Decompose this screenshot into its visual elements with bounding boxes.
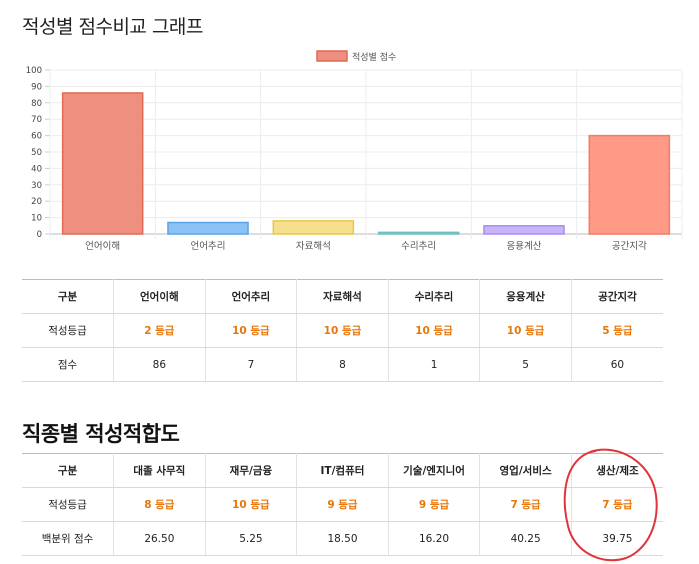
header-cell: 공간지각 [571,279,663,314]
score-cell: 18.50 [296,521,389,556]
x-tick-label: 언어추리 [191,240,226,252]
y-tick-label: 20 [31,197,42,207]
row-label: 적성등급 [22,487,115,522]
aptitude-score-table: 구분 언어이해 언어추리 자료해석 수리추리 응용계산 공간지각 적성등급 2 … [22,279,663,382]
score-cell: 60 [571,347,663,382]
y-tick-label: 40 [31,164,42,174]
y-tick-label: 10 [31,214,42,224]
legend-label: 적성별 점수 [352,51,396,63]
header-cell: 언어이해 [113,279,206,314]
grade-cell: 2 등급 [113,313,206,348]
x-tick-label: 언어이해 [85,240,120,252]
grade-cell: 10 등급 [479,313,572,348]
legend-swatch [316,50,348,62]
bar [483,225,565,235]
table-row: 적성등급 8 등급 10 등급 9 등급 9 등급 7 등급 7 등급 [22,487,663,522]
job-fit-section-title: 직종별 적성적합도 [22,422,180,446]
y-tick-label: 90 [31,82,42,92]
score-cell: 40.25 [479,521,572,556]
bar [272,220,355,235]
header-cell: IT/컴퓨터 [296,453,389,488]
table-row: 점수 86 7 8 1 5 60 [22,347,663,382]
bar [377,231,460,235]
grade-cell: 9 등급 [388,487,481,522]
bar [167,221,249,235]
x-tick-label: 응용계산 [507,240,542,252]
header-cell: 수리추리 [388,279,481,314]
grade-cell: 7 등급 [479,487,572,522]
header-cell: 구분 [22,453,115,488]
grade-cell: 10 등급 [296,313,389,348]
job-fit-table: 구분 대졸 사무직 재무/금융 IT/컴퓨터 기술/엔지니어 영업/서비스 생산… [22,453,663,556]
score-cell: 39.75 [571,521,663,556]
score-cell: 1 [388,347,481,382]
header-cell: 구분 [22,279,115,314]
aptitude-bar-chart: 0 10 20 30 40 50 60 70 80 90 100 언어이해 언어추리 자료해석 수리추리 응용… [26,50,683,252]
y-tick-label: 60 [31,132,42,142]
y-tick-label: 70 [31,115,42,125]
grade-cell: 10 등급 [388,313,481,348]
header-cell: 자료해석 [296,279,389,314]
grade-cell: 9 등급 [296,487,389,522]
score-cell: 26.50 [113,521,206,556]
y-tick-label: 50 [31,148,42,158]
grade-cell: 7 등급 [571,487,663,522]
header-cell: 재무/금융 [205,453,298,488]
x-tick-label: 수리추리 [401,241,436,252]
score-cell: 5 [479,347,572,382]
y-tick-label: 100 [26,66,42,76]
header-cell: 언어추리 [205,279,298,314]
header-cell: 응용계산 [479,279,572,314]
grade-cell: 10 등급 [205,487,298,522]
score-cell: 5.25 [205,521,298,556]
row-label: 점수 [22,347,115,382]
grade-cell: 10 등급 [205,313,298,348]
graph-section-title: 적성별 점수비교 그래프 [22,16,203,38]
x-tick-label: 자료해석 [296,240,331,252]
table-row: 백분위 점수 26.50 5.25 18.50 16.20 40.25 39.7… [22,521,663,556]
bar [588,134,671,235]
row-label: 적성등급 [22,313,115,348]
score-cell: 86 [113,347,206,382]
table-header-row: 구분 언어이해 언어추리 자료해석 수리추리 응용계산 공간지각 [22,279,663,314]
y-tick-label: 0 [37,230,42,240]
x-tick-label: 공간지각 [612,240,647,252]
grade-cell: 5 등급 [571,313,663,348]
header-cell: 기술/엔지니어 [388,453,481,488]
header-cell: 생산/제조 [571,453,663,488]
row-label: 백분위 점수 [22,521,115,556]
score-cell: 16.20 [388,521,481,556]
table-header-row: 구분 대졸 사무직 재무/금융 IT/컴퓨터 기술/엔지니어 영업/서비스 생산… [22,453,663,488]
grade-cell: 8 등급 [113,487,206,522]
header-cell: 영업/서비스 [479,453,572,488]
score-cell: 8 [296,347,389,382]
table-row: 적성등급 2 등급 10 등급 10 등급 10 등급 10 등급 5 등급 [22,313,663,348]
bar [61,92,144,235]
y-tick-label: 30 [31,181,42,191]
y-tick-label: 80 [31,99,42,109]
score-cell: 7 [205,347,298,382]
header-cell: 대졸 사무직 [113,453,206,488]
